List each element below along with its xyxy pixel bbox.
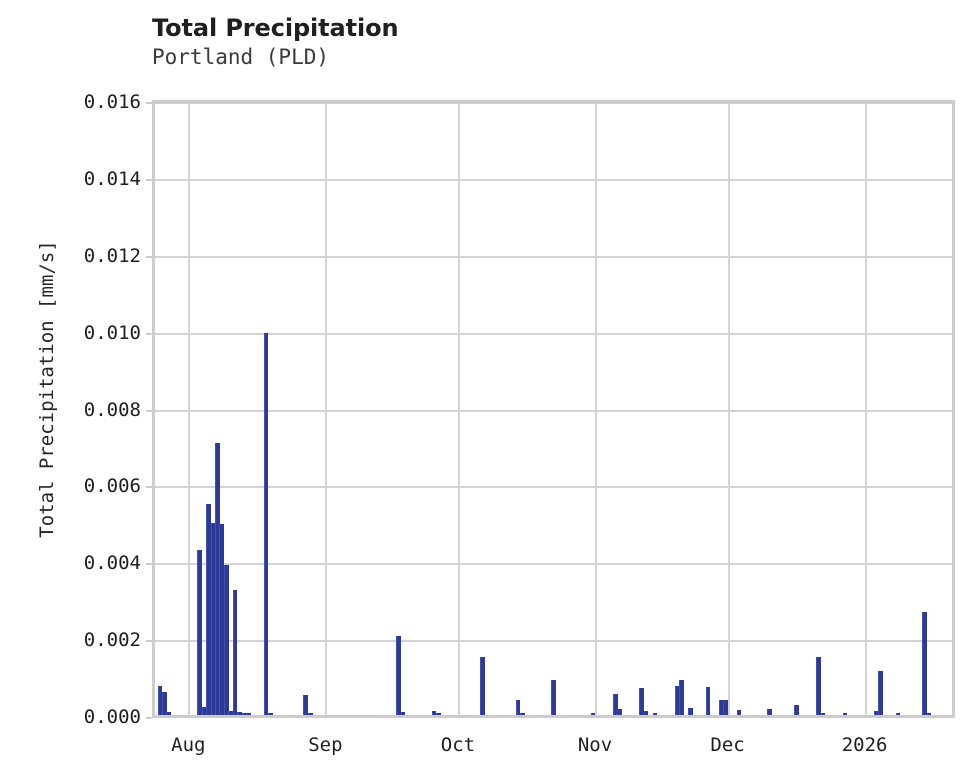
y-tick-label: 0.002 (83, 629, 141, 652)
y-tick-mark (146, 563, 152, 566)
bar (515, 699, 521, 715)
bar (166, 711, 172, 715)
y-tick-mark (146, 486, 152, 489)
x-tick-label: 2026 (841, 734, 888, 756)
gridline-vertical (325, 100, 327, 718)
plot-area (152, 100, 955, 718)
bar (550, 680, 556, 715)
y-tick-mark (146, 409, 152, 412)
bar (705, 687, 711, 715)
bar (687, 708, 693, 715)
y-tick-label: 0.006 (83, 475, 141, 498)
bar (842, 713, 848, 715)
bar (590, 713, 596, 715)
bar (643, 711, 649, 715)
bar (612, 693, 618, 715)
bar (210, 522, 216, 715)
bar (161, 691, 167, 715)
gridline-horizontal (152, 255, 955, 258)
bar (435, 713, 441, 715)
gridline-vertical (595, 100, 597, 718)
bar (241, 713, 247, 715)
gridline-horizontal (152, 332, 955, 335)
y-tick-label: 0.016 (83, 91, 141, 113)
bar (922, 612, 927, 715)
gridline-horizontal (152, 563, 955, 566)
bar (307, 712, 313, 715)
bar (926, 713, 932, 715)
bar (223, 565, 229, 715)
bar (232, 590, 238, 715)
bar (219, 523, 225, 715)
plot-spine-left (152, 100, 155, 718)
y-tick-label: 0.012 (83, 244, 141, 267)
bar (873, 711, 879, 715)
y-tick-mark (146, 255, 152, 258)
chart-title-block: Total Precipitation Portland (PLD) (152, 14, 852, 70)
y-tick-mark (146, 717, 152, 719)
bar (767, 709, 773, 715)
y-tick-mark (146, 102, 152, 104)
x-tick-label: Aug (171, 734, 206, 756)
x-tick-label: Oct (440, 734, 476, 756)
bar (228, 711, 233, 715)
bar (519, 713, 525, 715)
gridline-vertical (865, 100, 867, 718)
bar (736, 710, 742, 715)
bar (718, 699, 724, 715)
bar (201, 706, 207, 715)
bar (245, 713, 251, 715)
bar (197, 549, 203, 715)
bar (895, 713, 901, 715)
gridline-horizontal (152, 409, 955, 412)
x-tick-label: Dec (710, 734, 745, 756)
bar (723, 699, 729, 715)
chart-title: Total Precipitation (152, 14, 399, 42)
chart-subtitle: Portland (PLD) (152, 45, 330, 69)
bar (215, 443, 220, 715)
x-tick-label: Nov (577, 734, 613, 756)
y-axis-label: Total Precipitation [mm/s] (36, 240, 58, 538)
bar (303, 694, 309, 715)
y-tick-mark (146, 178, 152, 181)
y-tick-label: 0.010 (83, 321, 141, 344)
bar (237, 711, 242, 715)
bar (480, 657, 485, 715)
bar (157, 686, 163, 715)
bar (206, 503, 211, 715)
bar (652, 713, 658, 715)
y-tick-label: 0.004 (83, 552, 141, 575)
bar (820, 713, 826, 715)
gridline-horizontal (152, 102, 955, 104)
y-tick-label: 0.000 (83, 706, 141, 728)
gridline-horizontal (152, 640, 955, 643)
bar (617, 709, 622, 715)
bar (396, 636, 401, 715)
y-tick-label: 0.014 (83, 167, 141, 190)
bar (263, 333, 269, 715)
bar (816, 657, 821, 715)
y-tick-label: 0.008 (83, 398, 141, 421)
gridline-vertical (188, 100, 190, 718)
gridline-horizontal (152, 486, 955, 489)
bar (679, 680, 684, 715)
gridline-vertical (728, 100, 730, 718)
y-tick-mark (146, 332, 152, 335)
bar (431, 710, 437, 715)
bar (674, 686, 680, 715)
gridline-horizontal (152, 178, 955, 181)
plot-spine-top (152, 100, 955, 103)
gridline-vertical (458, 100, 460, 718)
bar (400, 711, 406, 715)
plot-spine-bottom (152, 715, 955, 718)
plot-spine-right (952, 100, 955, 718)
bar (877, 670, 883, 715)
bar (268, 713, 273, 715)
y-tick-mark (146, 640, 152, 643)
bar (639, 688, 645, 715)
x-tick-label: Sep (308, 734, 343, 756)
bar (794, 705, 799, 715)
